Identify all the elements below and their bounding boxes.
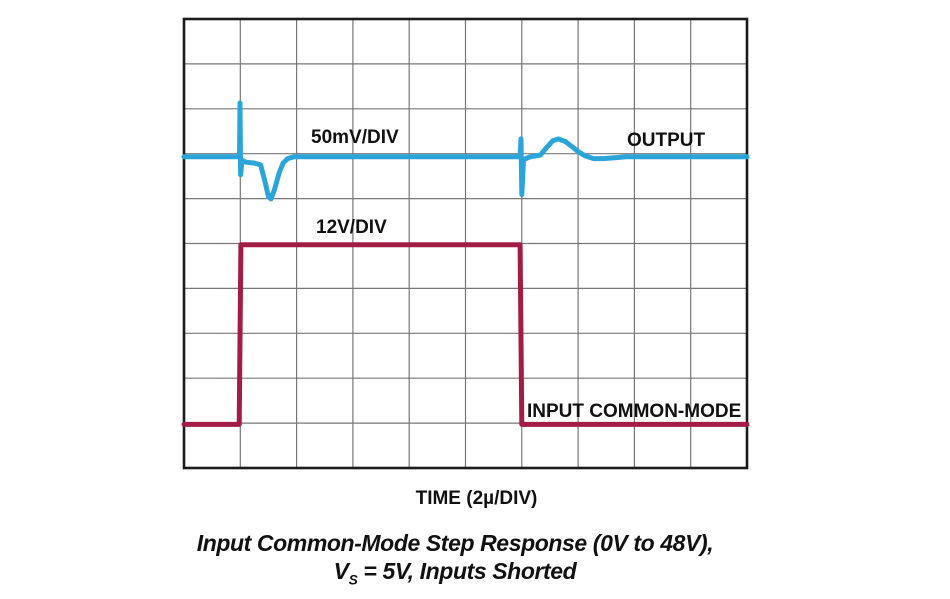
- caption-line-2: VS = 5V, Inputs Shorted: [20, 557, 890, 588]
- output-trace-label: OUTPUT: [627, 130, 706, 151]
- x-axis-label: TIME (2µ/DIV): [415, 488, 538, 509]
- caption-line-2-rest: = 5V, Inputs Shorted: [357, 558, 577, 584]
- plot-border: [182, 17, 749, 470]
- input-trace-label: INPUT COMMON-MODE: [527, 401, 742, 422]
- output-trace: [181, 100, 750, 202]
- caption-vs-symbol: V: [333, 558, 349, 584]
- figure-caption: Input Common-Mode Step Response (0V to 4…: [20, 529, 890, 588]
- caption-line-1: Input Common-Mode Step Response (0V to 4…: [196, 530, 714, 556]
- output-scale-label: 50mV/DIV: [311, 127, 399, 148]
- input-common-mode-trace: [181, 242, 750, 427]
- input-scale-label: 12V/DIV: [316, 217, 387, 238]
- caption-vs-subscript: S: [348, 572, 358, 588]
